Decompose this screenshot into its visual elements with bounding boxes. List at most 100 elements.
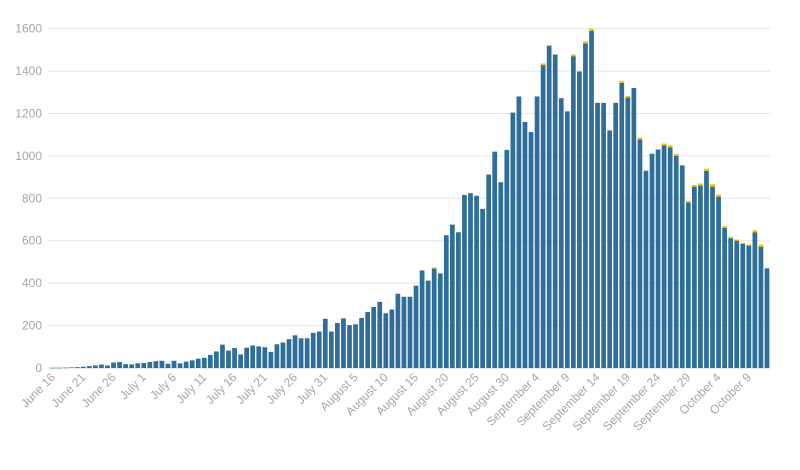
bar[interactable]	[637, 139, 643, 368]
bar[interactable]	[722, 228, 727, 368]
bar[interactable]	[480, 208, 485, 368]
bar[interactable]	[516, 96, 522, 368]
bar[interactable]	[419, 270, 425, 368]
bar[interactable]	[371, 306, 377, 368]
bar[interactable]	[613, 102, 619, 368]
bar[interactable]	[752, 232, 758, 368]
bar[interactable]	[716, 196, 721, 368]
bar[interactable]	[740, 243, 746, 368]
bar[interactable]	[322, 318, 328, 368]
bar[interactable]	[123, 364, 128, 368]
bar-segment[interactable]	[540, 63, 546, 66]
bar[interactable]	[685, 202, 691, 368]
bar-segment[interactable]	[571, 54, 576, 57]
bar[interactable]	[462, 194, 467, 368]
bar[interactable]	[129, 364, 135, 368]
bar[interactable]	[625, 97, 631, 369]
bar[interactable]	[177, 363, 183, 368]
bar[interactable]	[667, 147, 673, 368]
bar[interactable]	[220, 344, 225, 368]
bar[interactable]	[595, 102, 600, 368]
bar-segment[interactable]	[619, 80, 625, 83]
bar[interactable]	[728, 238, 734, 368]
bar[interactable]	[226, 350, 231, 368]
bar[interactable]	[643, 170, 649, 368]
bar[interactable]	[316, 331, 322, 368]
bar[interactable]	[353, 324, 358, 368]
bar-segment[interactable]	[758, 244, 764, 247]
bar-segment[interactable]	[685, 200, 691, 203]
bar[interactable]	[165, 363, 171, 368]
bar-segment[interactable]	[673, 153, 679, 156]
bar[interactable]	[698, 185, 703, 368]
bar[interactable]	[449, 224, 455, 368]
bar[interactable]	[407, 296, 413, 368]
bar[interactable]	[431, 268, 437, 368]
bar[interactable]	[474, 195, 479, 368]
bar[interactable]	[758, 246, 764, 368]
bar[interactable]	[389, 309, 395, 368]
bar-segment[interactable]	[710, 184, 715, 187]
bar[interactable]	[298, 338, 304, 368]
bar[interactable]	[401, 296, 407, 368]
bar[interactable]	[50, 367, 56, 369]
bar-segment[interactable]	[716, 194, 721, 197]
bar[interactable]	[704, 170, 709, 368]
bar[interactable]	[607, 130, 613, 368]
bar[interactable]	[395, 293, 401, 368]
bar[interactable]	[546, 45, 552, 368]
bar[interactable]	[117, 362, 122, 368]
bar[interactable]	[601, 102, 606, 368]
bar[interactable]	[347, 325, 352, 368]
bar[interactable]	[201, 357, 207, 368]
bar[interactable]	[468, 193, 473, 368]
bar[interactable]	[310, 332, 316, 368]
bar[interactable]	[377, 301, 383, 368]
bar[interactable]	[577, 71, 582, 368]
bar[interactable]	[631, 88, 637, 368]
bar[interactable]	[425, 280, 431, 368]
bar[interactable]	[111, 362, 116, 368]
bar-segment[interactable]	[734, 239, 740, 241]
bar[interactable]	[571, 56, 576, 369]
bar[interactable]	[195, 358, 201, 368]
bar[interactable]	[159, 360, 165, 368]
bar[interactable]	[710, 186, 715, 368]
bar[interactable]	[153, 361, 159, 368]
bar[interactable]	[256, 346, 262, 368]
bar[interactable]	[171, 360, 177, 368]
bar-segment[interactable]	[746, 244, 752, 246]
bar[interactable]	[189, 360, 195, 368]
bar[interactable]	[74, 367, 80, 368]
bar[interactable]	[62, 367, 68, 369]
bar[interactable]	[534, 96, 540, 368]
bar[interactable]	[105, 365, 110, 368]
bar[interactable]	[183, 361, 189, 368]
bar[interactable]	[262, 347, 268, 368]
bar[interactable]	[564, 111, 570, 368]
bar[interactable]	[232, 348, 237, 368]
bar[interactable]	[764, 268, 770, 368]
bar[interactable]	[280, 342, 286, 368]
bar[interactable]	[510, 112, 516, 368]
bar[interactable]	[522, 121, 528, 368]
bar-segment[interactable]	[637, 137, 643, 140]
bar[interactable]	[56, 367, 62, 369]
bar[interactable]	[286, 339, 292, 368]
bar[interactable]	[679, 165, 685, 368]
bar-segment[interactable]	[728, 236, 734, 239]
bar[interactable]	[383, 313, 389, 368]
bar[interactable]	[68, 367, 74, 368]
bar[interactable]	[504, 149, 510, 368]
bar[interactable]	[268, 351, 274, 368]
bar-segment[interactable]	[722, 225, 727, 228]
bar[interactable]	[673, 155, 679, 368]
bar-segment[interactable]	[667, 145, 673, 148]
bar[interactable]	[141, 362, 147, 368]
bar[interactable]	[93, 365, 98, 368]
bar-segment[interactable]	[692, 184, 697, 187]
bar-segment[interactable]	[431, 267, 437, 269]
bar[interactable]	[692, 186, 697, 368]
bar[interactable]	[528, 132, 534, 368]
bar[interactable]	[135, 363, 141, 368]
